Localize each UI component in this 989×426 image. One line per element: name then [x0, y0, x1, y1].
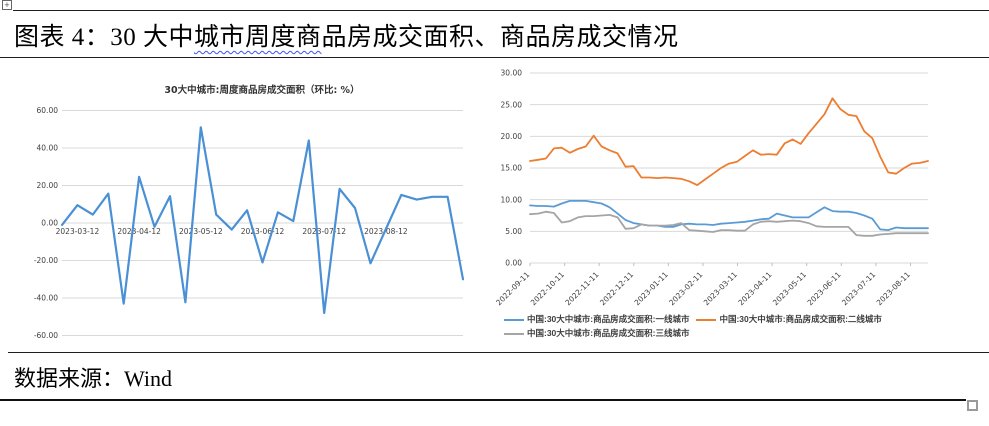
y-tick-label: 40.00	[37, 144, 59, 153]
caption-divider-line	[0, 57, 989, 58]
x-tick-label: 2023-06-12	[241, 227, 285, 236]
y-tick-label: 10.00	[501, 195, 523, 204]
legend-swatch-icon	[504, 332, 524, 335]
city-tier-transaction-area-plot: 0.00 5.00 10.00 15.00 20.00 25.00 30.00 2022-09…	[494, 69, 929, 307]
weekly-mom-change-chart: -60.00 -40.00 -20.00 0.00 20.00 40.00 60.00 202…	[20, 68, 470, 353]
y-tick-label: 20.00	[501, 132, 523, 141]
x-tick-label: 2023-04-11	[736, 270, 773, 307]
weekly-mom-change-plot: -60.00 -40.00 -20.00 0.00 20.00 40.00 60.00 202…	[34, 84, 465, 340]
legend-item-0: 中国:30大中城市:商品房成交面积:一线城市	[504, 314, 689, 325]
y-tick-label: 15.00	[501, 164, 523, 173]
x-tick-label: 2023-04-12	[117, 227, 161, 236]
table-resize-handle-icon[interactable]	[967, 400, 978, 411]
y-tick-label: -40.00	[34, 294, 58, 303]
legend-item-1: 中国:30大中城市:商品房成交面积:二线城市	[696, 314, 882, 325]
table-top-border	[13, 10, 989, 11]
legend-label: 中国:30大中城市:商品房成交面积:三线城市	[527, 328, 690, 338]
y-tick-label: 30.00	[501, 69, 523, 78]
legend-swatch-icon	[696, 318, 717, 321]
legend-item-2: 中国:30大中城市:商品房成交面积:三线城市	[504, 328, 689, 339]
figure-caption-prefix: 图表 4：30 大中	[14, 24, 195, 51]
y-tick-label: 0.00	[505, 259, 522, 268]
y-tick-label: -20.00	[34, 256, 58, 265]
legend-label: 中国:30大中城市:商品房成交面积:一线城市	[527, 314, 690, 324]
y-tick-label: 5.00	[505, 227, 522, 236]
chart-legend: 中国:30大中城市:商品房成交面积:一线城市 中国:30大中城市:商品房成交面积:…	[504, 314, 986, 342]
x-tick-label: 2023-05-12	[179, 227, 223, 236]
x-tick-label: 2023-01-11	[633, 270, 670, 307]
source-divider-line	[8, 352, 989, 353]
y-tick-label: 0.00	[41, 219, 58, 228]
y-tick-label: 20.00	[37, 181, 59, 190]
x-tick-label: 2023-05-11	[771, 270, 808, 307]
x-tick-label: 2022-10-11	[529, 270, 566, 307]
x-tick-label: 2022-09-11	[494, 270, 531, 307]
table-move-handle-icon[interactable]: +	[2, 0, 12, 10]
x-tick-label: 2023-03-12	[56, 227, 100, 236]
figure-caption-suffix: 品房成交面积、商品房成交情况	[321, 24, 679, 51]
x-tick-label: 2023-08-11	[875, 270, 912, 307]
x-tick-label: 2022-12-11	[598, 270, 635, 307]
x-tick-label: 2023-02-11	[667, 270, 704, 307]
x-tick-label: 2023-03-11	[702, 270, 739, 307]
figure-caption: 图表 4：30 大中城市周度商品房成交面积、商品房成交情况	[14, 17, 679, 53]
series-line-2	[529, 210, 929, 237]
x-tick-label: 2023-07-12	[302, 227, 346, 236]
x-tick-label: 2023-07-11	[840, 270, 877, 307]
legend-swatch-icon	[504, 318, 524, 321]
y-tick-label: 60.00	[37, 106, 59, 115]
chart-title: 30大中城市:周度商品房成交面积（环比: %）	[164, 84, 359, 96]
x-tick-label: 2023-08-12	[364, 227, 408, 236]
table-bottom-border	[0, 399, 966, 401]
x-tick-label: 2023-06-11	[806, 270, 843, 307]
x-tick-label: 2022-11-11	[563, 270, 600, 307]
y-tick-label: -60.00	[34, 331, 58, 340]
data-source-label: 数据来源：Wind	[14, 366, 172, 391]
y-tick-label: 25.00	[501, 100, 523, 109]
city-tier-transaction-area-chart: 0.00 5.00 10.00 15.00 20.00 25.00 30.00 2022-09…	[468, 56, 989, 314]
series-line-1	[529, 97, 929, 187]
series-line-0	[60, 126, 465, 315]
series-line-0	[529, 199, 929, 232]
legend-label: 中国:30大中城市:商品房成交面积:二线城市	[719, 314, 882, 324]
figure-caption-spellcheck-segment: 城市周度商	[194, 24, 322, 51]
